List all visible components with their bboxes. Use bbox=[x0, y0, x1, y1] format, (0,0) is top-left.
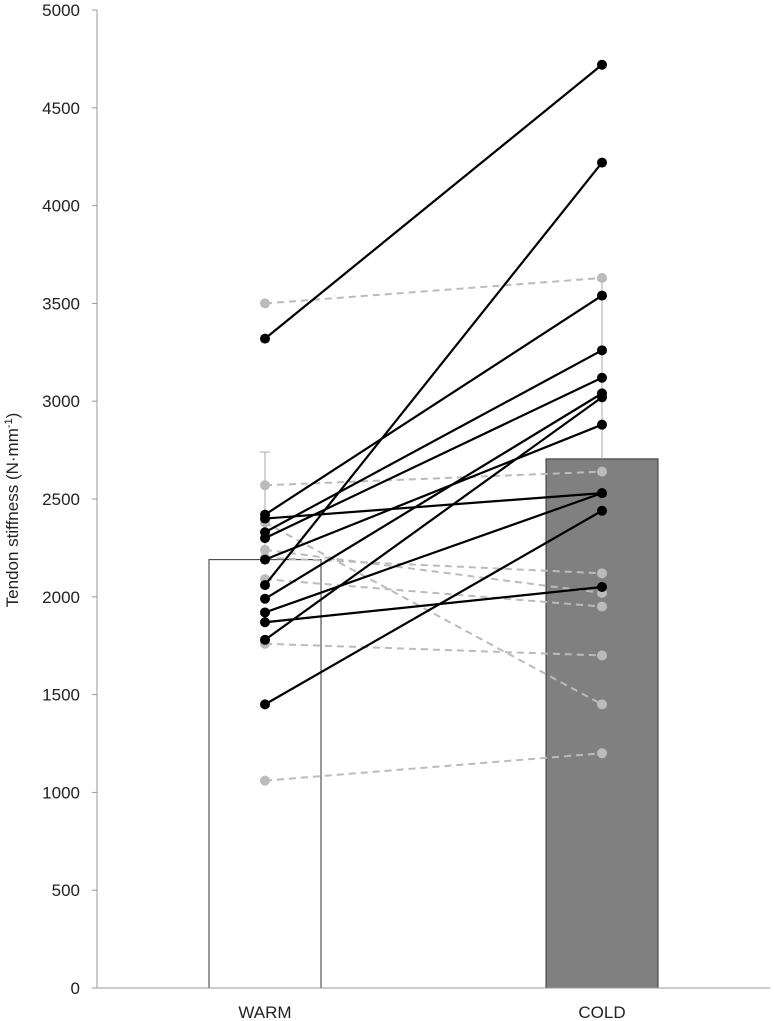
nonresponder-line bbox=[264, 642, 603, 657]
responder-point-cold bbox=[597, 59, 607, 70]
nonresponder-point-cold bbox=[597, 272, 607, 283]
responder-point-warm bbox=[260, 607, 270, 618]
responder-point-cold bbox=[597, 392, 607, 403]
responder-point-cold bbox=[597, 419, 607, 430]
y-axis-ticks: 0 500 1000 1500 2000 2500 3000 3500 4000 4500 5000 bbox=[42, 1, 97, 998]
responder-point-warm bbox=[260, 513, 270, 524]
y-tick-label: 1000 bbox=[42, 783, 80, 802]
nonresponder-point-warm bbox=[260, 480, 270, 491]
y-tick-label: 5000 bbox=[42, 1, 80, 20]
responder-point-cold bbox=[597, 505, 607, 516]
nonresponder-point-warm bbox=[260, 298, 270, 309]
x-axis-labels: WARM COLD bbox=[238, 1003, 625, 1021]
responder-point-warm bbox=[260, 333, 270, 344]
bar-cold bbox=[545, 458, 659, 989]
responder-point-warm bbox=[260, 580, 270, 591]
responder-line bbox=[264, 585, 603, 624]
nonresponder-line bbox=[264, 548, 603, 594]
bar-warm bbox=[208, 559, 322, 989]
nonresponder-point-warm bbox=[260, 544, 270, 555]
axes bbox=[96, 10, 770, 989]
x-tick-label-cold: COLD bbox=[578, 1003, 625, 1021]
nonresponder-line bbox=[264, 276, 603, 305]
responder-point-cold bbox=[597, 488, 607, 499]
svg-text:Tendon stiffness (N·mm-1): Tendon stiffness (N·mm-1) bbox=[3, 413, 22, 608]
y-tick-label: 0 bbox=[71, 979, 80, 998]
y-axis-title-main: Tendon stiffness (N·mm bbox=[3, 428, 22, 607]
y-tick-label: 3000 bbox=[42, 392, 80, 411]
y-tick-label: 500 bbox=[52, 881, 80, 900]
nonresponder-point-cold bbox=[597, 466, 607, 477]
responder-line bbox=[264, 63, 603, 340]
responder-point-warm bbox=[260, 699, 270, 710]
y-tick-label: 1500 bbox=[42, 686, 80, 705]
nonresponder-point-cold bbox=[597, 748, 607, 759]
nonresponder-line bbox=[264, 470, 603, 487]
nonresponder-line bbox=[264, 752, 603, 782]
responder-point-cold bbox=[597, 582, 607, 593]
responder-line bbox=[264, 492, 603, 520]
responder-point-warm bbox=[260, 634, 270, 645]
x-tick-label-warm: WARM bbox=[238, 1003, 291, 1021]
nonresponder-line bbox=[264, 578, 603, 608]
responder-line bbox=[264, 492, 603, 614]
mean-bars bbox=[208, 458, 659, 989]
responder-point-warm bbox=[260, 533, 270, 544]
y-axis-title: Tendon stiffness (N·mm-1) bbox=[3, 413, 22, 608]
responder-point-warm bbox=[260, 593, 270, 604]
responder-line bbox=[264, 376, 603, 540]
responder-point-cold bbox=[597, 290, 607, 301]
responder-line bbox=[264, 396, 603, 641]
responder-point-warm bbox=[260, 617, 270, 628]
nonresponder-point-warm bbox=[260, 775, 270, 786]
y-axis-title-superscript: -1 bbox=[3, 418, 15, 428]
responder-point-cold bbox=[597, 157, 607, 168]
responder-line bbox=[264, 294, 603, 516]
responder-lines bbox=[260, 59, 607, 710]
y-tick-label: 4500 bbox=[42, 99, 80, 118]
y-tick-label: 4000 bbox=[42, 197, 80, 216]
responder-point-warm bbox=[260, 554, 270, 565]
responder-line bbox=[264, 349, 603, 534]
responder-point-cold bbox=[597, 372, 607, 383]
nonresponder-point-cold bbox=[597, 699, 607, 710]
nonresponder-line bbox=[264, 556, 603, 575]
y-axis-title-close: ) bbox=[3, 413, 22, 419]
responder-line bbox=[264, 392, 603, 600]
nonresponder-line bbox=[264, 521, 603, 706]
responder-line bbox=[264, 423, 603, 561]
responder-point-cold bbox=[597, 345, 607, 356]
nonresponder-point-cold bbox=[597, 601, 607, 612]
y-tick-label: 2000 bbox=[42, 588, 80, 607]
responder-line bbox=[264, 509, 603, 706]
nonresponder-point-cold bbox=[597, 650, 607, 661]
y-tick-label: 2500 bbox=[42, 490, 80, 509]
nonresponder-point-cold bbox=[597, 568, 607, 579]
y-tick-label: 3500 bbox=[42, 294, 80, 313]
